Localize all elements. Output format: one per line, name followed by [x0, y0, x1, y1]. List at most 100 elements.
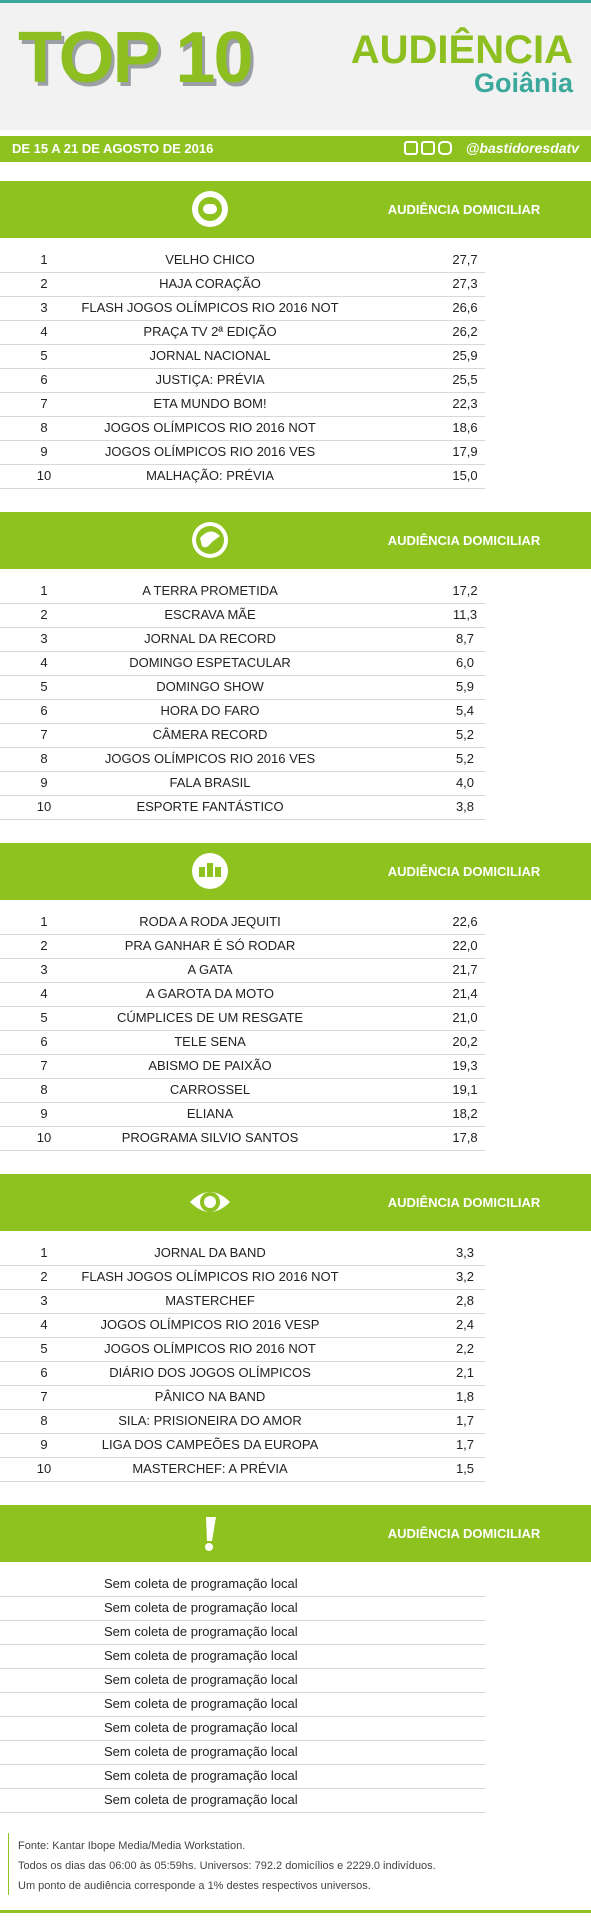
rank: 10 — [36, 468, 52, 483]
program: HORA DO FARO — [160, 703, 260, 718]
table-row: 5 DOMINGO SHOW 5,9 — [0, 675, 485, 700]
table-row: 3 A GATA 21,7 — [0, 958, 485, 983]
rank: 7 — [40, 396, 48, 411]
channel-icon — [189, 520, 231, 560]
rating: 21,4 — [452, 986, 478, 1001]
program: JORNAL NACIONAL — [149, 348, 271, 363]
rank: 4 — [40, 986, 48, 1001]
instagram-icon — [438, 141, 452, 155]
table-row: 4 DOMINGO ESPETACULAR 6,0 — [0, 651, 485, 676]
rank: 2 — [40, 276, 48, 291]
rating: 17,9 — [452, 444, 478, 459]
rank: 8 — [40, 751, 48, 766]
rating: 11,3 — [452, 607, 478, 622]
section-header — [0, 181, 591, 238]
title: TOP 10 — [18, 18, 253, 98]
program: VELHO CHICO — [165, 252, 255, 267]
table-row: 1 RODA A RODA JEQUITI 22,6 — [0, 910, 485, 935]
table-row: Sem coleta de programação local — [0, 1716, 485, 1741]
table-row: 10 PROGRAMA SILVIO SANTOS 17,8 — [0, 1126, 485, 1151]
table-row: 6 JUSTIÇA: PRÉVIA 25,5 — [0, 368, 485, 393]
rank: 1 — [40, 914, 48, 929]
rating: 18,6 — [452, 420, 478, 435]
program: JOGOS OLÍMPICOS RIO 2016 VES — [104, 444, 316, 459]
table-row: 4 A GAROTA DA MOTO 21,4 — [0, 982, 485, 1007]
rank: 5 — [40, 348, 48, 363]
section-heading: AUDIÊNCIA DOMICILIAR — [387, 1195, 541, 1210]
note: Sem coleta de programação local — [104, 1744, 298, 1759]
rating: 17,2 — [452, 583, 478, 598]
icon — [192, 522, 228, 558]
section-heading: AUDIÊNCIA DOMICILIAR — [387, 864, 541, 879]
rating: 22,3 — [452, 396, 478, 411]
rank: 5 — [40, 1341, 48, 1356]
note: Sem coleta de programação local — [104, 1720, 298, 1735]
program: A GATA — [187, 962, 233, 977]
rating: 21,0 — [452, 1010, 478, 1025]
table-row: 9 JOGOS OLÍMPICOS RIO 2016 VES 17,9 — [0, 440, 485, 465]
program: ABISMO DE PAIXÃO — [148, 1058, 272, 1073]
table-row: Sem coleta de programação local — [0, 1692, 485, 1717]
rating: 25,9 — [452, 348, 478, 363]
section-header — [0, 1505, 591, 1562]
rating: 19,1 — [452, 1082, 478, 1097]
rating: 27,7 — [452, 252, 478, 267]
note: Sem coleta de programação local — [104, 1576, 298, 1591]
program: JOGOS OLÍMPICOS RIO 2016 NOT — [104, 1341, 316, 1356]
rank: 3 — [40, 1293, 48, 1308]
table-row: 3 MASTERCHEF 2,8 — [0, 1289, 485, 1314]
rating: 2,1 — [455, 1365, 475, 1380]
rating: 1,8 — [455, 1389, 475, 1404]
rating: 4,0 — [455, 775, 475, 790]
handle: @bastidoresdatv — [465, 140, 579, 156]
program: CÚMPLICES DE UM RESGATE — [116, 1010, 304, 1025]
footer-line: Fonte: Kantar Ibope Media/Media Workstat… — [18, 1840, 246, 1852]
note: Sem coleta de programação local — [104, 1672, 298, 1687]
rating: 20,2 — [452, 1034, 478, 1049]
program: TELE SENA — [174, 1034, 246, 1049]
rating: 2,4 — [455, 1317, 475, 1332]
note: Sem coleta de programação local — [104, 1768, 298, 1783]
program: A TERRA PROMETIDA — [142, 583, 278, 598]
rank: 4 — [40, 324, 48, 339]
program: DOMINGO SHOW — [156, 679, 264, 694]
table-row: 2 HAJA CORAÇÃO 27,3 — [0, 272, 485, 297]
table-row: 7 CÂMERA RECORD 5,2 — [0, 723, 485, 748]
rating: 22,0 — [452, 938, 478, 953]
rating: 1,7 — [455, 1437, 475, 1452]
rating: 26,2 — [452, 324, 478, 339]
program: ETA MUNDO BOM! — [153, 396, 267, 411]
program: RODA A RODA JEQUITI — [139, 914, 281, 929]
rating: 3,8 — [455, 799, 475, 814]
rating: 1,7 — [455, 1413, 475, 1428]
rating: 15,0 — [452, 468, 478, 483]
rating: 27,3 — [452, 276, 478, 291]
section-heading: AUDIÊNCIA DOMICILIAR — [387, 1526, 541, 1541]
bottom-rule — [0, 1910, 591, 1913]
section-header — [0, 512, 591, 569]
rank: 1 — [40, 1245, 48, 1260]
section-heading: AUDIÊNCIA DOMICILIAR — [387, 202, 541, 217]
table-row: 10 MASTERCHEF: A PRÉVIA 1,5 — [0, 1457, 485, 1482]
program: MASTERCHEF — [165, 1293, 255, 1308]
program: JOGOS OLÍMPICOS RIO 2016 NOT — [104, 420, 316, 435]
table-row: 10 MALHAÇÃO: PRÉVIA 15,0 — [0, 464, 485, 489]
table-row: 2 FLASH JOGOS OLÍMPICOS RIO 2016 NOT 3,2 — [0, 1265, 485, 1290]
city: Goiânia — [473, 68, 573, 98]
table-row: Sem coleta de programação local — [0, 1764, 485, 1789]
note: Sem coleta de programação local — [104, 1600, 298, 1615]
rating: 5,9 — [455, 679, 475, 694]
rank: 7 — [40, 1389, 48, 1404]
rank: 3 — [40, 300, 48, 315]
date-bar — [0, 136, 591, 162]
program: DOMINGO ESPETACULAR — [129, 655, 291, 670]
table-row: 9 ELIANA 18,2 — [0, 1102, 485, 1127]
table-row: 8 JOGOS OLÍMPICOS RIO 2016 NOT 18,6 — [0, 416, 485, 441]
program: PRA GANHAR É SÓ RODAR — [124, 938, 296, 953]
program: JORNAL DA BAND — [154, 1245, 266, 1260]
program: JOGOS OLÍMPICOS RIO 2016 VES — [104, 751, 316, 766]
table-row: Sem coleta de programação local — [0, 1644, 485, 1669]
program: FALA BRASIL — [169, 775, 251, 790]
rank: 2 — [40, 607, 48, 622]
rank: 8 — [40, 420, 48, 435]
